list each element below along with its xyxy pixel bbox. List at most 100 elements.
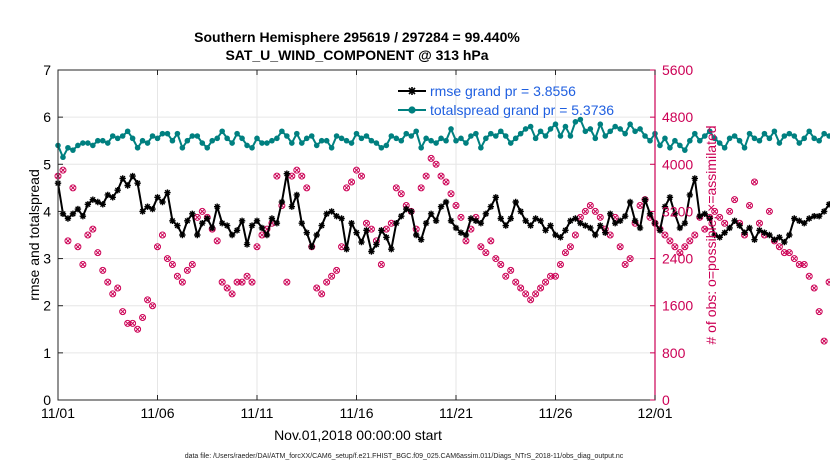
totalspread-point: [318, 137, 325, 144]
x-tick-label: 12/01: [637, 405, 672, 421]
totalspread-point: [826, 133, 830, 139]
obs-count-point: [248, 278, 256, 286]
obs-possible-marker: [552, 272, 559, 280]
obs-count-point: [457, 213, 465, 221]
obs-count-point: [228, 290, 236, 298]
rmse-point: [189, 210, 196, 217]
obs-possible-marker: [74, 243, 82, 251]
obs-possible-marker: [596, 213, 604, 221]
totalspread-point: [75, 142, 81, 149]
obs-count-point: [477, 243, 485, 251]
rmse-point: [562, 227, 569, 234]
rmse-point: [786, 231, 793, 239]
obs-possible-marker: [661, 231, 669, 239]
obs-assimilated-marker: [577, 214, 583, 220]
rmse-point: [537, 217, 544, 225]
totalspread-point: [542, 133, 549, 139]
x-tick-label: 11/01: [41, 405, 75, 421]
obs-possible-marker: [676, 249, 684, 257]
totalspread-point: [303, 135, 310, 142]
obs-assimilated-marker: [552, 273, 559, 279]
rmse-point: [373, 241, 380, 248]
totalspread-point: [443, 137, 449, 144]
rmse-point: [398, 212, 405, 220]
totalspread-point: [607, 128, 614, 135]
obs-count-point: [64, 237, 72, 245]
rmse-point: [199, 220, 206, 227]
obs-possible-marker: [810, 284, 818, 292]
totalspread-point: [298, 140, 305, 146]
obs-possible-marker: [751, 178, 758, 186]
totalspread-point: [323, 137, 330, 144]
obs-count-point: [581, 207, 589, 215]
rmse-point: [318, 222, 325, 229]
totalspread-point: [721, 144, 728, 151]
rmse-point: [94, 198, 101, 206]
obs-possible-marker: [815, 308, 823, 316]
totalspread-point: [781, 133, 788, 139]
rmse-point: [338, 215, 345, 222]
totalspread-point: [592, 135, 599, 142]
obs-assimilated-marker: [334, 267, 340, 273]
totalspread-point: [214, 135, 220, 142]
obs-possible-marker: [233, 278, 241, 286]
totalspread-point: [144, 140, 151, 146]
obs-possible-marker: [671, 243, 679, 251]
rmse-point: [427, 210, 435, 217]
obs-count-point: [701, 225, 709, 233]
rmse-point: [84, 201, 92, 208]
obs-possible-marker: [765, 207, 773, 215]
rmse-point: [194, 231, 201, 239]
obs-count-point: [94, 249, 102, 257]
y-right-tick-label: 800: [662, 345, 686, 361]
obs-possible-marker: [795, 260, 803, 268]
obs-assimilated-marker: [154, 244, 161, 250]
obs-count-point: [79, 260, 87, 268]
obs-count-point: [357, 172, 365, 180]
obs-count-point: [561, 249, 569, 257]
obs-count-point: [422, 172, 430, 180]
obs-assimilated-marker: [458, 214, 464, 220]
rmse-point: [631, 217, 639, 225]
totalspread-point: [289, 140, 295, 146]
rmse-point: [99, 201, 106, 208]
obs-possible-marker: [547, 272, 555, 280]
totalspread-point: [771, 128, 778, 135]
totalspread-point: [408, 133, 415, 139]
obs-assimilated-marker: [732, 197, 738, 203]
obs-possible-marker: [178, 278, 186, 286]
obs-possible-marker: [104, 278, 112, 286]
x-tick-label: 11/16: [340, 405, 374, 421]
rmse-point: [815, 212, 823, 220]
obs-possible-marker: [348, 178, 356, 186]
y-axis-right-label: # of obs: o=possible; ×=assimilated: [703, 125, 719, 344]
totalspread-point: [164, 130, 171, 137]
obs-assimilated-marker: [329, 273, 335, 279]
rmse-point: [552, 231, 559, 239]
obs-assimilated-marker: [418, 185, 424, 191]
obs-assimilated-marker: [353, 167, 360, 173]
obs-count-point: [233, 278, 241, 286]
totalspread-point: [557, 133, 564, 139]
x-axis: 11/01 11/06 11/11 11/16 11/21 11/26 12/01: [41, 70, 673, 421]
totalspread-point: [811, 135, 817, 142]
obs-assimilated-marker: [388, 220, 394, 226]
obs-possible-marker: [517, 284, 525, 292]
rmse-point: [134, 179, 141, 187]
totalspread-point: [149, 133, 156, 139]
obs-possible-marker: [417, 184, 425, 192]
totalspread-point: [343, 137, 350, 144]
rmse-point: [333, 212, 340, 220]
obs-assimilated-marker: [343, 185, 350, 191]
totalspread-point: [274, 135, 280, 142]
obs-possible-marker: [119, 308, 127, 316]
obs-assimilated-marker: [239, 279, 245, 285]
totalspread-point: [512, 135, 519, 142]
obs-assimilated-marker: [174, 273, 180, 279]
obs-assimilated-marker: [756, 220, 763, 226]
rmse-point: [184, 217, 191, 225]
totalspread-point: [562, 123, 569, 130]
obs-count-point: [502, 272, 510, 280]
obs-possible-marker: [273, 172, 281, 180]
obs-count-point: [318, 290, 326, 298]
